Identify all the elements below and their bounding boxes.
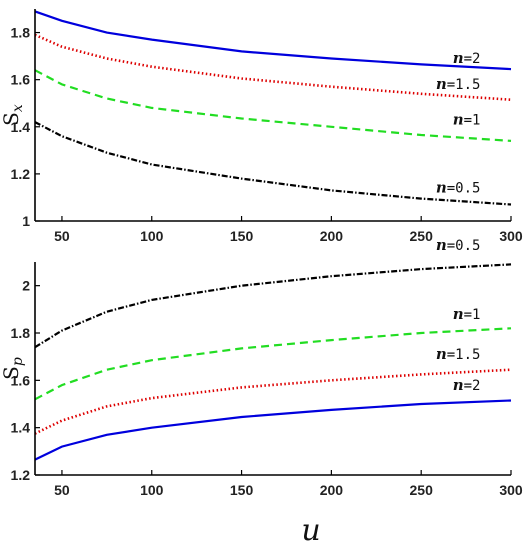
y-tick-label: 1.4 [11, 119, 31, 135]
series-line-n=1 [34, 327, 512, 401]
series-label-n=1.5: n=1.5 [436, 345, 481, 363]
series-label-var: n [453, 305, 464, 323]
y-tick-label: 1.2 [11, 467, 31, 483]
panel-2: n=0.5n=1n=1.5n=250 100 150 200 250 3001.21.41… [0, 236, 523, 548]
x-axis-label: u [301, 513, 320, 548]
y-tick-label: 1.8 [11, 325, 31, 341]
series-line-n=2 [34, 10, 512, 71]
series-line-n=1.5 [34, 33, 512, 101]
series-line-n=1.5 [34, 368, 512, 435]
series-label-value: =1 [464, 307, 481, 323]
x-tick-label: 50 [54, 228, 70, 244]
y-tick-label: 2 [22, 278, 30, 294]
series-label-value: =2 [464, 51, 481, 67]
series-label-n=1: n=1 [453, 110, 481, 128]
series-label-value: =0.5 [447, 238, 481, 254]
series-label-var: n [436, 179, 447, 197]
x-tick-label: 250 [410, 482, 434, 498]
series-line-n=1 [34, 69, 512, 142]
panel-1: n=2n=1.5n=1n=0.550 100 150 200 250 30011.21.4… [0, 9, 523, 244]
series-label-value: =2 [464, 378, 481, 394]
series-label-var: n [453, 110, 464, 128]
y-tick-label: 1.4 [11, 420, 31, 436]
series-label-value: =1.5 [447, 347, 481, 363]
x-tick-label: 150 [230, 482, 254, 498]
x-tick-label: 100 [140, 482, 164, 498]
series-line-n=0.5 [34, 263, 512, 349]
series-label-var: n [453, 49, 464, 67]
series-label-var: n [453, 376, 464, 394]
x-tick-label: 200 [320, 228, 344, 244]
series-line-n=2 [34, 399, 512, 461]
x-tick-label: 50 [54, 482, 70, 498]
y-axis-label-main: S [0, 366, 23, 380]
y-axis-label-sub: p [10, 357, 26, 366]
series-label-var: n [436, 345, 447, 363]
y-tick-label: 1 [22, 213, 30, 229]
y-tick-label: 1.6 [11, 72, 31, 88]
series-label-value: =1.5 [447, 77, 481, 93]
series-label-value: =0.5 [447, 181, 481, 197]
series-label-n=0.5: n=0.5 [436, 236, 481, 254]
series-label-n=2: n=2 [453, 376, 481, 394]
series-label-n=1.5: n=1.5 [436, 75, 481, 93]
x-tick-label: 100 [140, 228, 164, 244]
x-tick-label: 300 [499, 482, 523, 498]
x-tick-label: 200 [320, 482, 344, 498]
series-line-n=0.5 [34, 121, 512, 206]
x-tick-label: 150 [230, 228, 254, 244]
y-axis-label: Sx [0, 104, 26, 126]
series-label-n=1: n=1 [453, 305, 481, 323]
series-label-n=2: n=2 [453, 49, 481, 67]
y-tick-label: 1.8 [11, 25, 31, 41]
x-tick-label: 250 [410, 228, 434, 244]
y-axis-label: Sp [0, 357, 26, 380]
series-label-var: n [436, 236, 447, 254]
series-label-var: n [436, 75, 447, 93]
series-label-value: =1 [464, 112, 481, 128]
y-tick-label: 1.6 [11, 372, 31, 388]
series-label-n=0.5: n=0.5 [436, 179, 481, 197]
y-tick-label: 1.2 [11, 166, 31, 182]
y-axis-label-main: S [0, 112, 23, 126]
y-axis-label-sub: x [10, 104, 26, 112]
x-tick-label: 300 [499, 228, 523, 244]
